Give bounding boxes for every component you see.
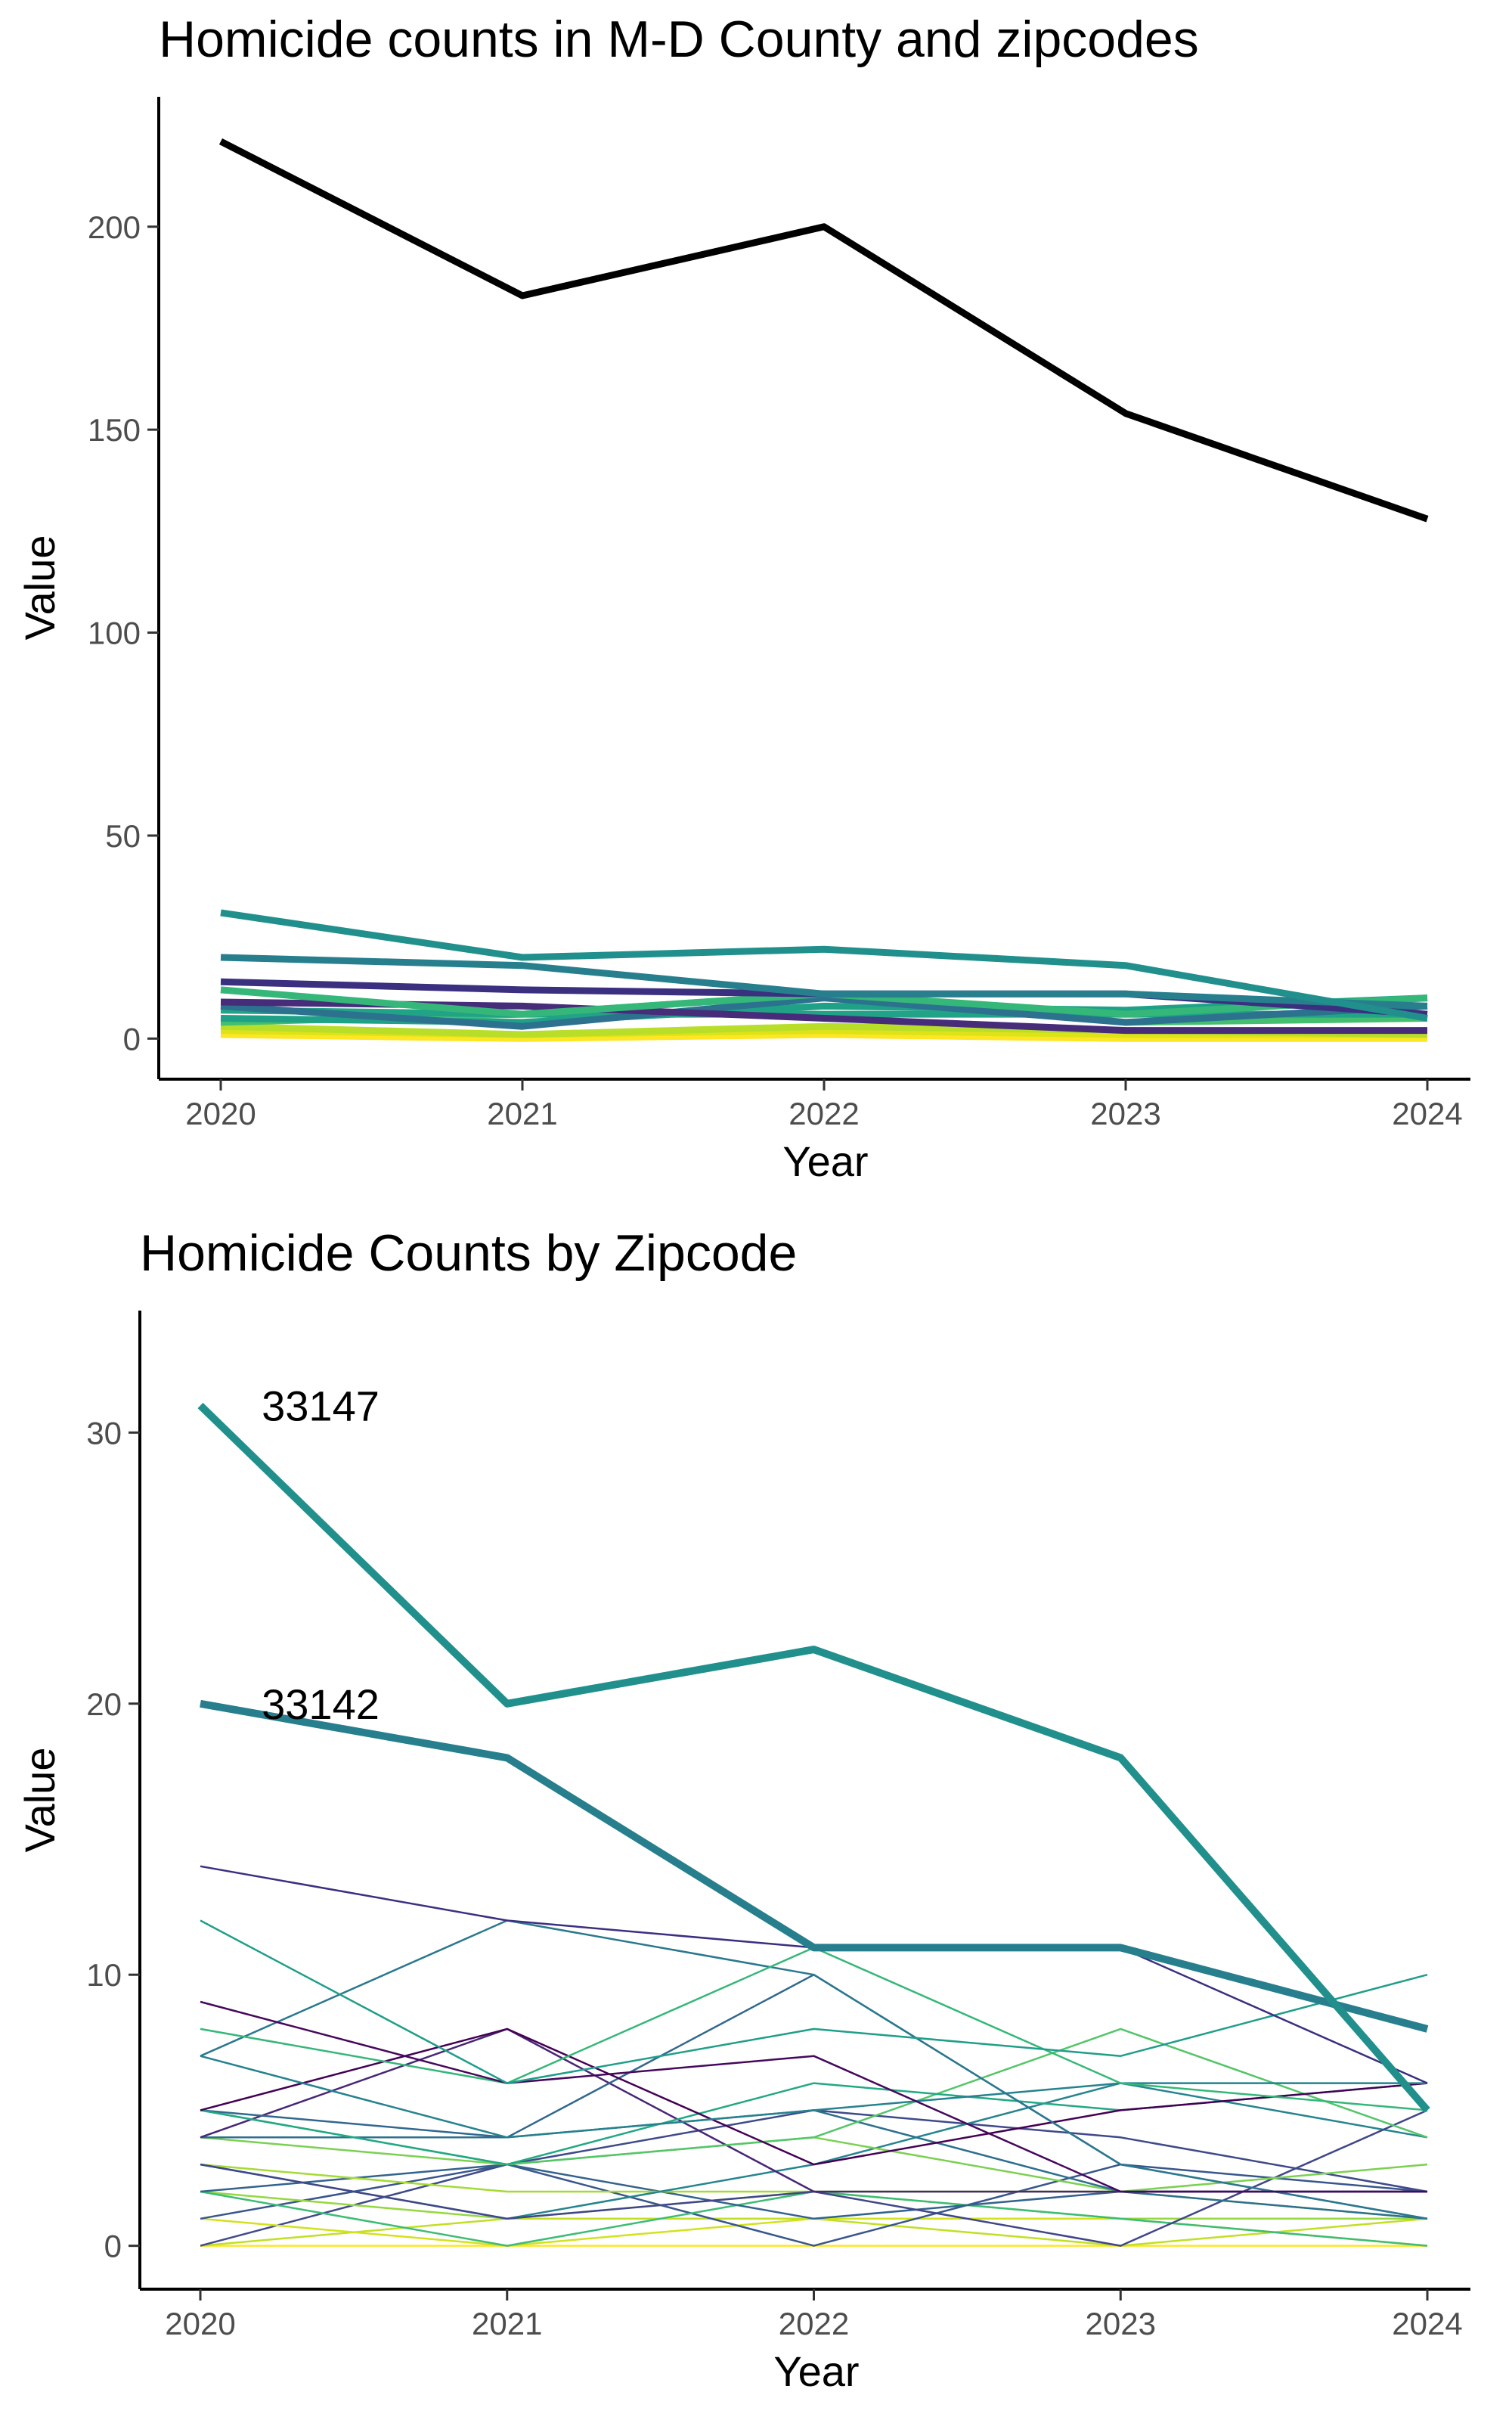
line-label: 33142 — [262, 1680, 380, 1728]
y-axis-title: Value — [16, 1747, 64, 1852]
zipcode-line — [200, 2163, 1428, 2247]
zipcode-line — [200, 2190, 1427, 2220]
y-tick-label: 50 — [105, 818, 141, 854]
x-tick-label: 2020 — [185, 1096, 256, 1131]
zipcode-line — [200, 2217, 1428, 2247]
zipcode-line — [220, 909, 1428, 1022]
zipcode-line — [200, 2109, 1428, 2247]
y-tick-label: 0 — [104, 2229, 122, 2264]
zipcode-line — [200, 1919, 1428, 2220]
y-axis-ticks: 0 50 100 150 200 — [88, 209, 159, 1056]
zipcode-line — [200, 2028, 1428, 2166]
zipcode-line — [200, 2082, 1428, 2166]
y-axis-title: Value — [16, 535, 64, 640]
x-tick-label: 2021 — [472, 2306, 542, 2341]
zipcode-line — [200, 2082, 1428, 2220]
y-tick-label: 0 — [123, 1021, 141, 1056]
line-label: 33147 — [262, 1382, 380, 1429]
zipcode-line — [200, 1919, 1428, 2084]
y-tick-label: 30 — [86, 1415, 122, 1450]
county-line — [218, 138, 1429, 523]
chart-title: Homicide Counts by Zipcode — [140, 1224, 797, 1282]
x-axis-ticks: 2020 2021 2022 2023 2024 — [165, 2289, 1463, 2341]
y-tick-label: 10 — [86, 1957, 122, 1993]
zipcode-line — [200, 2000, 1427, 2193]
plot-lines — [218, 138, 1429, 1042]
y-tick-label: 150 — [88, 412, 141, 448]
x-tick-label: 2020 — [165, 2306, 235, 2341]
y-tick-label: 200 — [88, 209, 141, 245]
highlight-line-33147 — [197, 1402, 1430, 2113]
zipcode-line — [220, 1031, 1427, 1042]
x-axis-title: Year — [782, 1137, 868, 1185]
plot-lines — [197, 1402, 1430, 2247]
zipcode-line — [220, 954, 1428, 1010]
zipcode-chart: Homicide Counts by Zipcode 33147 33142 20… — [16, 1224, 1470, 2395]
x-tick-label: 2021 — [487, 1096, 557, 1131]
x-tick-label: 2023 — [1090, 1096, 1160, 1131]
zipcode-line — [200, 2109, 1428, 2247]
highlight-line-33142 — [200, 1699, 1429, 2033]
line-labels: 33147 33142 — [262, 1382, 380, 1727]
zipcode-line — [200, 2055, 1427, 2139]
x-axis-title: Year — [773, 2347, 859, 2395]
y-tick-label: 100 — [88, 616, 141, 651]
county-chart: Homicide counts in M-D County and zipcod… — [16, 11, 1470, 1185]
x-tick-label: 2023 — [1086, 2306, 1156, 2341]
x-tick-label: 2024 — [1392, 1096, 1462, 1131]
x-tick-label: 2022 — [779, 2306, 849, 2341]
zipcode-line — [200, 2028, 1428, 2166]
x-axis-ticks: 2020 2021 2022 2023 2024 — [185, 1079, 1463, 1131]
y-tick-label: 20 — [86, 1686, 122, 1722]
x-tick-label: 2022 — [789, 1096, 859, 1131]
x-tick-label: 2024 — [1392, 2306, 1462, 2341]
zipcode-line — [200, 1973, 1428, 2220]
chart-title: Homicide counts in M-D County and zipcod… — [159, 11, 1199, 68]
y-axis-ticks: 0 10 20 30 — [86, 1415, 140, 2264]
zipcode-line — [220, 994, 1428, 1030]
zipcode-line — [200, 2217, 1428, 2247]
